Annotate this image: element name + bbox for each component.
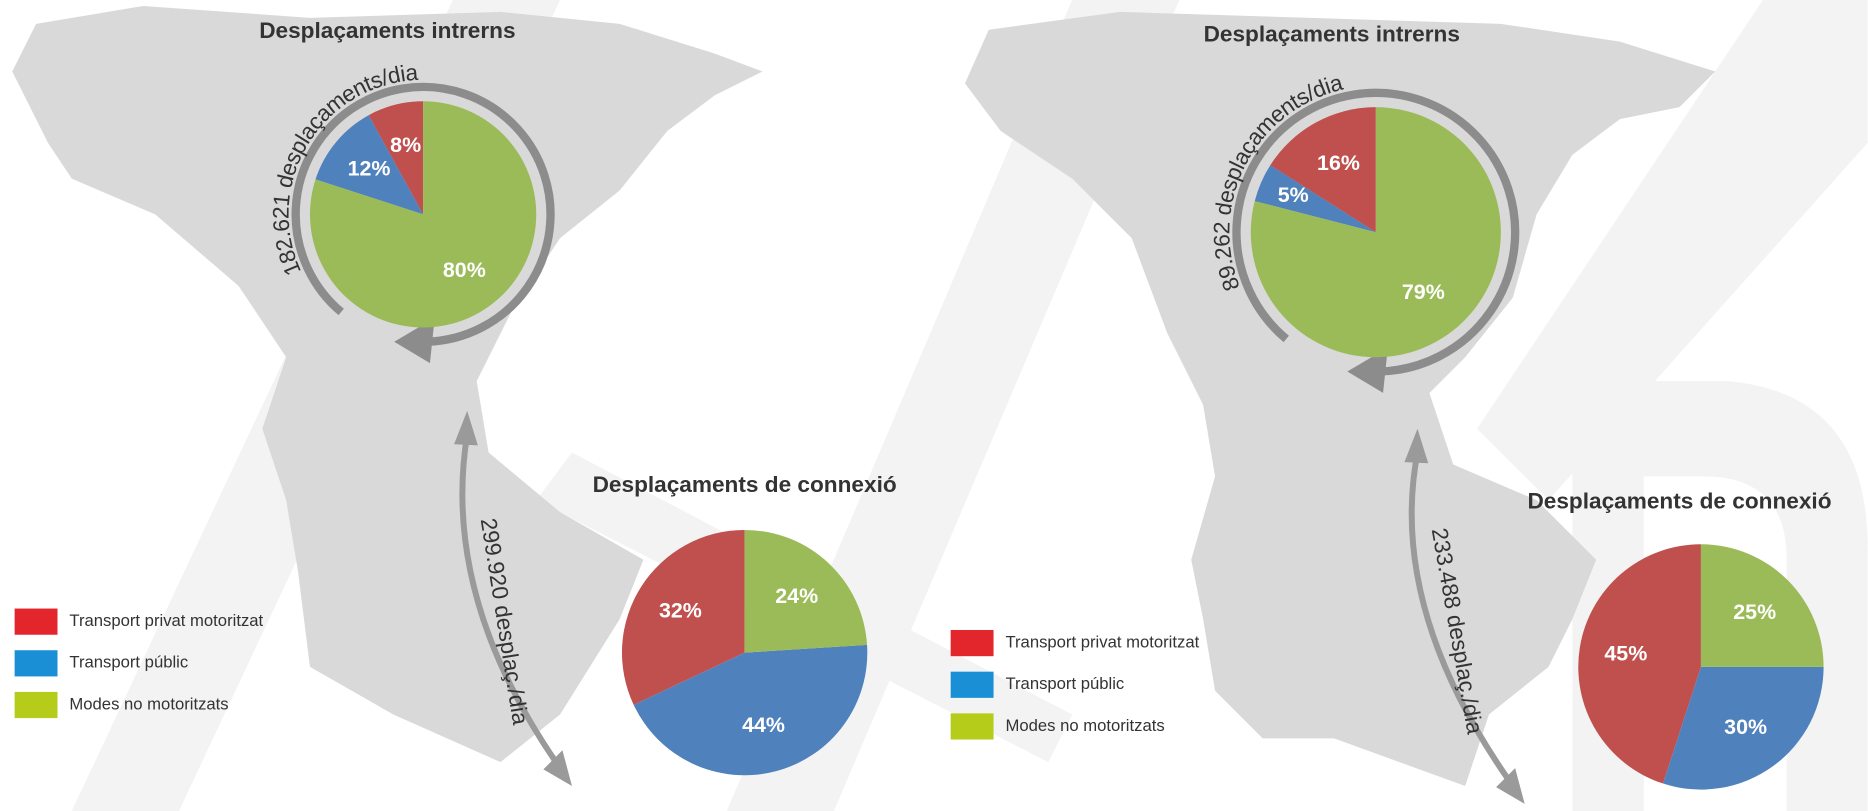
pie-slice xyxy=(1700,544,1824,667)
value-label: 32% xyxy=(659,599,702,623)
pie-slice xyxy=(1663,666,1824,790)
value-label: 8% xyxy=(390,133,421,157)
cycle-arrow xyxy=(291,82,555,346)
legend-swatch xyxy=(950,713,994,740)
pie-title: Desplaçaments intrerns xyxy=(259,18,515,43)
legend-swatch xyxy=(14,608,58,635)
arrow-head xyxy=(1404,428,1429,464)
legend-swatch xyxy=(950,629,994,657)
value-label: 79% xyxy=(1402,280,1445,304)
pie-slice xyxy=(1250,107,1501,358)
value-label: 44% xyxy=(742,713,785,737)
arrow-head xyxy=(1347,347,1388,393)
pie-slice xyxy=(315,115,424,215)
value-label: 12% xyxy=(348,156,391,180)
pie-slice xyxy=(309,101,537,328)
cycle-arrow xyxy=(1232,88,1520,376)
value-label: 30% xyxy=(1724,715,1767,739)
pie-title: Desplaçaments intrerns xyxy=(1204,22,1460,47)
pie-slice xyxy=(744,529,868,653)
pie-slice xyxy=(633,644,868,776)
value-label: 16% xyxy=(1317,151,1360,175)
pie-title: Desplaçaments de connexió xyxy=(593,472,897,497)
pie-slice xyxy=(1254,165,1376,233)
arrow-head xyxy=(394,317,435,364)
pie-slice xyxy=(1578,544,1701,784)
flow-arrow xyxy=(1408,451,1513,785)
map xyxy=(12,5,1716,786)
pie-slice xyxy=(368,101,424,215)
legend-label: Transport privat motoritzat xyxy=(1005,632,1199,651)
legend-label: Transport públic xyxy=(69,653,188,672)
legend-label: Modes no motoritzats xyxy=(69,694,228,713)
arrow-head xyxy=(543,750,572,786)
legend-label: Transport privat motoritzat xyxy=(69,611,263,630)
legend-label: Transport públic xyxy=(1005,674,1124,693)
flow-arrow xyxy=(459,434,561,767)
legend-swatch xyxy=(950,671,994,698)
pie-title: Desplaçaments de connexió xyxy=(1527,489,1831,514)
arrow-head xyxy=(454,410,478,446)
value-label: 45% xyxy=(1604,642,1647,666)
legend-label: Modes no motoritzats xyxy=(1005,716,1164,735)
pie-slice xyxy=(621,529,745,705)
value-label: 24% xyxy=(775,584,818,608)
legend-swatch xyxy=(14,691,58,719)
legend-swatch xyxy=(14,650,58,677)
arrow-head xyxy=(1496,768,1525,804)
value-label: 80% xyxy=(443,258,486,282)
value-label: 5% xyxy=(1278,183,1309,207)
pie-slice xyxy=(1270,107,1376,233)
value-label: 25% xyxy=(1733,600,1776,624)
